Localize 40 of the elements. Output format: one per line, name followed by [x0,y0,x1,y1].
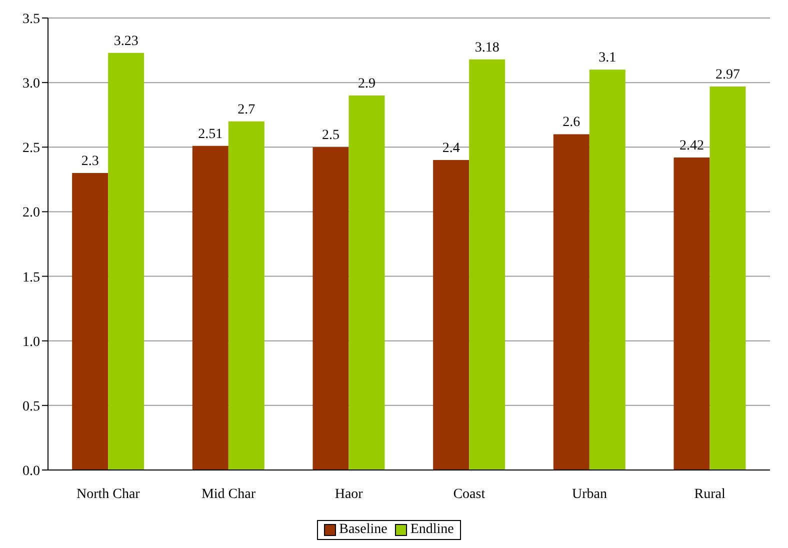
x-tick-label: Urban [572,486,607,502]
y-tick-label: 1.0 [22,334,40,350]
y-tick-label: 3.5 [22,12,40,27]
y-tick-label: 0.0 [22,464,40,479]
bar [433,160,470,470]
data-label: 3.18 [474,40,500,56]
data-label: 2.7 [238,102,256,118]
x-tick-label: Coast [453,486,486,502]
y-tick-label: 2.0 [22,206,40,221]
data-label: 2.97 [715,67,740,82]
x-tick-label: Rural [694,486,726,502]
legend-label: Baseline [338,522,388,538]
data-label: 2.51 [198,126,223,142]
data-label: 2.5 [322,128,340,144]
y-tick-label: 1.5 [22,270,40,286]
data-label: 2.4 [442,141,460,156]
data-label: 2.6 [562,115,580,130]
bar [589,70,626,470]
bar [469,59,506,470]
data-label: 2.9 [358,76,376,92]
bar [674,157,710,470]
y-tick-label: 3.0 [22,76,40,92]
bar [553,134,590,470]
bar [348,95,385,470]
x-tick-label: Haor [334,486,364,502]
bar [710,86,746,470]
x-tick-label: North Char [76,486,140,502]
data-label: 3.1 [598,50,616,66]
x-tick-label: Mid Char [201,486,256,502]
bar [228,121,264,470]
data-label: 2.3 [81,154,99,169]
bar [72,172,108,470]
bar [312,147,349,470]
legend-label: Endline [409,522,454,538]
bar [108,52,144,470]
bar [192,146,228,470]
y-tick-label: 2.5 [22,141,40,156]
data-label: 3.23 [114,34,138,49]
y-tick-label: 0.5 [22,399,40,414]
data-label: 2.42 [679,138,704,154]
